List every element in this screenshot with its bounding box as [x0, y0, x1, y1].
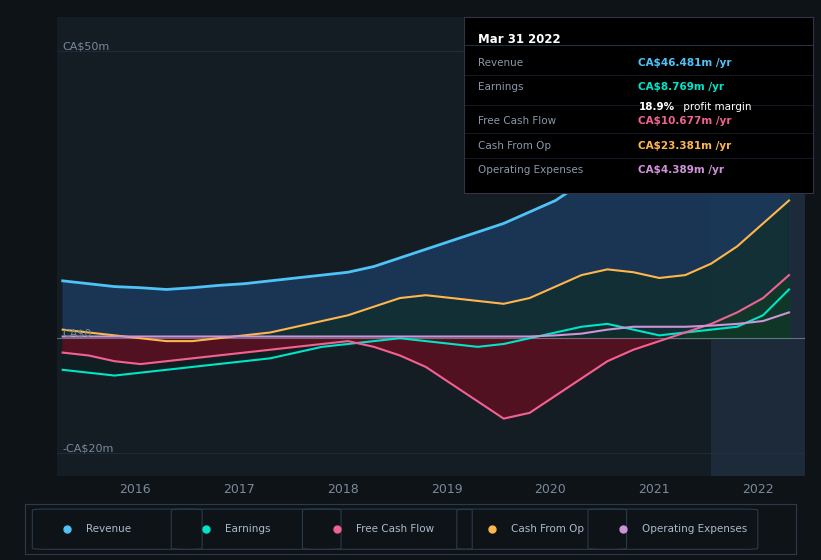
- Text: CA$8.769m /yr: CA$8.769m /yr: [639, 82, 724, 92]
- Text: CA$4.389m /yr: CA$4.389m /yr: [639, 165, 724, 175]
- Text: Revenue: Revenue: [478, 58, 523, 68]
- Text: CA$23.381m /yr: CA$23.381m /yr: [639, 141, 732, 151]
- Text: Cash From Op: Cash From Op: [511, 524, 584, 534]
- Text: Mar 31 2022: Mar 31 2022: [478, 32, 561, 46]
- Text: Earnings: Earnings: [478, 82, 523, 92]
- Text: CA$10.677m /yr: CA$10.677m /yr: [639, 116, 732, 126]
- Text: Free Cash Flow: Free Cash Flow: [478, 116, 556, 126]
- Text: Earnings: Earnings: [225, 524, 271, 534]
- Text: CA$0: CA$0: [62, 328, 92, 338]
- Bar: [711, 17, 821, 476]
- Text: CA$50m: CA$50m: [62, 41, 110, 52]
- Text: 18.9%: 18.9%: [639, 102, 675, 112]
- Text: Revenue: Revenue: [86, 524, 131, 534]
- Text: Operating Expenses: Operating Expenses: [478, 165, 583, 175]
- Text: -CA$20m: -CA$20m: [62, 443, 114, 453]
- Text: Free Cash Flow: Free Cash Flow: [356, 524, 434, 534]
- Text: CA$46.481m /yr: CA$46.481m /yr: [639, 58, 732, 68]
- Text: Operating Expenses: Operating Expenses: [642, 524, 747, 534]
- Text: profit margin: profit margin: [680, 102, 752, 112]
- Text: Cash From Op: Cash From Op: [478, 141, 551, 151]
